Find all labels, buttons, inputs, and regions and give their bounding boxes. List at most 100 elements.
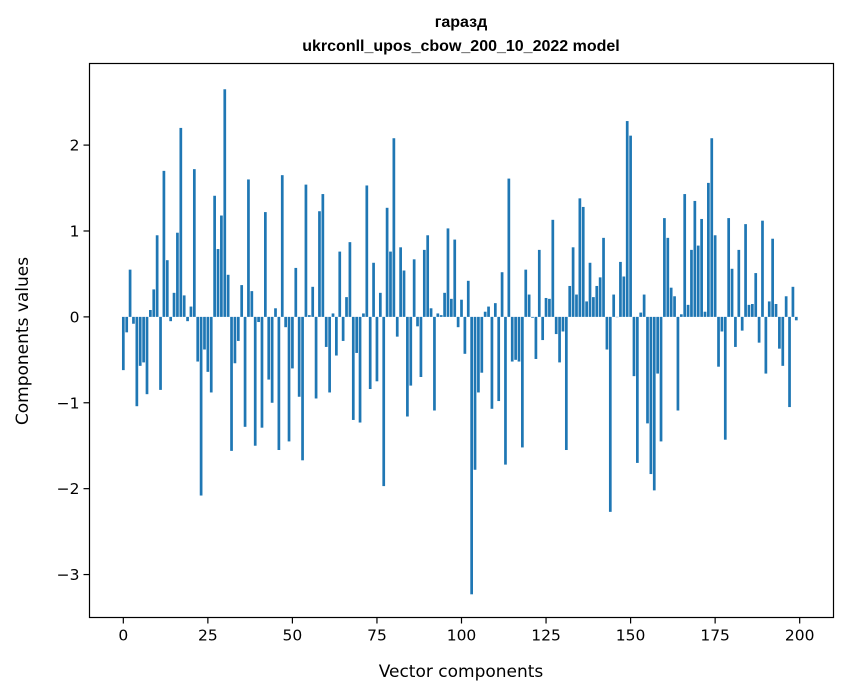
bar-66	[345, 297, 348, 317]
bar-141	[598, 277, 602, 317]
bar-183	[740, 316, 744, 331]
bar-44	[270, 316, 274, 403]
bar-123	[537, 249, 541, 317]
bar-35	[240, 285, 244, 317]
chart-title: гаразд	[435, 14, 488, 31]
bar-185	[747, 304, 751, 317]
bar-30	[223, 89, 227, 317]
bar-45	[274, 308, 277, 317]
bar-59	[321, 194, 325, 317]
bar-154	[642, 294, 646, 317]
bar-4	[135, 316, 139, 407]
bar-74	[372, 262, 375, 317]
bar-163	[673, 296, 676, 317]
bar-32	[230, 316, 233, 451]
bar-73	[368, 316, 372, 390]
bar-99	[456, 316, 460, 328]
bar-49	[287, 316, 291, 442]
bar-42	[264, 212, 267, 317]
bar-93	[436, 313, 440, 317]
x-axis-ticks: 0 25 50 75 100 125 150 175 200	[118, 617, 814, 645]
bar-135	[578, 198, 582, 317]
bar-96	[446, 228, 450, 317]
bar-117	[517, 316, 521, 362]
bar-134	[575, 294, 578, 317]
bar-197	[788, 316, 791, 408]
bar-55	[307, 315, 311, 317]
bar-102	[466, 280, 470, 317]
x-axis-label: Vector components	[379, 662, 544, 682]
bar-128	[554, 316, 558, 335]
bar-100	[460, 299, 463, 317]
bar-0	[121, 316, 125, 371]
bar-176	[717, 316, 720, 367]
bar-130	[561, 316, 565, 332]
bar-121	[531, 316, 534, 318]
bar-193	[774, 304, 778, 317]
bar-39	[253, 316, 257, 446]
bar-18	[182, 295, 186, 317]
bar-161	[666, 237, 670, 317]
bar-194	[778, 316, 781, 349]
bar-69	[355, 316, 359, 353]
bar-120	[527, 294, 531, 317]
bar-106	[480, 316, 484, 373]
bar-196	[784, 296, 788, 317]
x-tick-label: 25	[198, 627, 218, 645]
y-tick-label: 1	[70, 222, 80, 240]
bar-172	[703, 311, 707, 317]
y-tick-label: 2	[70, 137, 80, 155]
bar-34	[236, 316, 240, 341]
bar-19	[186, 316, 189, 322]
bar-17	[179, 127, 183, 317]
bar-167	[686, 304, 690, 317]
bar-180	[730, 268, 734, 317]
chart-subtitle: ukrconll_upos_cbow_200_10_2022 model	[302, 38, 619, 55]
bar-115	[510, 316, 514, 362]
bar-148	[622, 276, 626, 317]
bar-133	[571, 247, 575, 317]
x-tick-label: 175	[700, 627, 730, 645]
bar-79	[389, 251, 392, 317]
bar-105	[477, 316, 480, 393]
bar-51	[294, 267, 298, 317]
bar-189	[761, 220, 764, 317]
bar-15	[172, 292, 176, 317]
bar-27	[213, 195, 216, 317]
bar-89	[422, 249, 426, 317]
y-tick-label: 0	[70, 308, 80, 326]
bar-64	[338, 251, 342, 317]
bar-47	[280, 175, 284, 317]
bars-group	[121, 89, 798, 595]
bar-90	[426, 235, 430, 317]
bar-170	[696, 245, 700, 317]
bar-166	[683, 194, 687, 317]
bar-126	[548, 298, 551, 317]
bar-164	[676, 316, 680, 411]
bar-72	[365, 185, 369, 317]
bar-184	[744, 224, 747, 317]
y-tick-label: −1	[57, 394, 80, 412]
bar-145	[612, 294, 616, 317]
bar-131	[564, 316, 568, 451]
bar-58	[318, 211, 321, 317]
bar-62	[331, 313, 335, 317]
bar-98	[453, 239, 457, 317]
bar-125	[544, 297, 548, 317]
bar-110	[493, 303, 497, 317]
bar-175	[713, 235, 717, 317]
bar-190	[764, 316, 768, 374]
bar-195	[781, 316, 785, 366]
y-axis-label: Components values	[13, 257, 33, 425]
bar-171	[700, 218, 703, 317]
bar-177	[720, 316, 724, 332]
bar-57	[314, 316, 318, 399]
bar-143	[605, 316, 609, 350]
bar-127	[551, 219, 555, 317]
bar-65	[341, 316, 345, 341]
bar-129	[558, 316, 561, 363]
y-axis-ticks: −3 −2 −1 0 1 2	[57, 137, 90, 584]
bar-6	[142, 316, 145, 363]
bar-16	[176, 232, 179, 317]
bar-52	[297, 316, 301, 397]
